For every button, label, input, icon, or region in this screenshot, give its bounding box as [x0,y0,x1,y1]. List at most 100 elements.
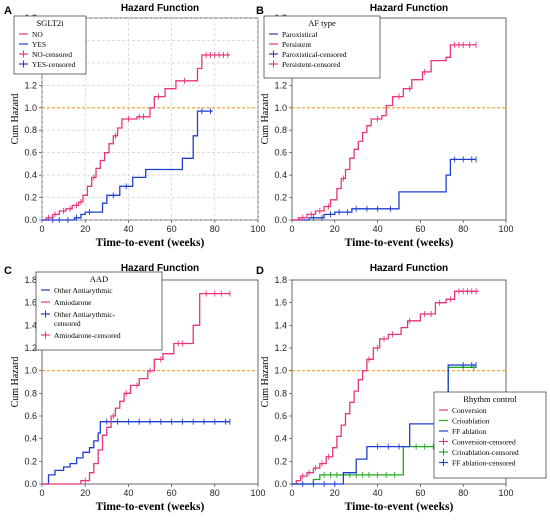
series-paroxistical [292,156,477,221]
legend-label: Conversion [452,406,487,415]
chart-title: Hazard Function [370,3,448,14]
x-tick-label: 40 [123,488,133,498]
legend-title: AAD [90,274,108,284]
panel-letter: A [4,5,12,17]
panel-letter: C [4,265,12,277]
legend-label: YES [32,40,46,49]
y-tick-label: 1.0 [274,103,287,113]
y-axis-label: Cum Hazard [10,357,21,408]
legend-label: NO-censored [32,50,72,59]
x-tick-label: 60 [415,488,425,498]
series-conversion [292,288,479,485]
x-tick-label: 20 [80,224,90,234]
legend-label: Paroxistical-censored [282,50,347,59]
y-tick-label: 0.4 [24,170,37,180]
x-tick-label: 100 [250,224,265,234]
y-tick-label: 0.8 [274,388,287,398]
y-tick-label: 0.6 [24,411,37,421]
y-tick-label: 1.6 [24,298,37,308]
y-tick-label: 0.6 [274,148,287,158]
legend-title: AF type [308,18,336,28]
x-tick-label: 80 [458,488,468,498]
y-tick-label: 0.6 [24,148,37,158]
panel-d: D Hazard Function 0.0 0.2 0.4 0.6 0.8 1.0 1.2 1.4… [256,263,547,513]
legend-box [263,15,381,79]
series-line [292,290,479,485]
x-tick-label: 20 [330,224,340,234]
series-line [292,158,476,221]
x-axis-label: Time-to-event (weeks) [96,237,205,249]
x-axis-label: Time-to-event (weeks) [345,501,454,513]
legend-label: YES-censored [32,60,76,69]
y-tick-label: 1.4 [274,320,287,330]
x-tick-label: 80 [458,224,468,234]
series-line [42,54,230,221]
series-line [42,421,230,485]
y-tick-label: 0.2 [274,456,287,466]
legend-label: Persistent [282,40,312,49]
x-tick-label: 60 [167,488,177,498]
y-tick-label: 0.4 [24,434,37,444]
legend-label: Conversion-censored [452,438,516,447]
y-tick-label: 1.0 [274,366,287,376]
x-tick-label: 0 [289,224,294,234]
y-tick-label: 1.0 [24,366,37,376]
legend-label: FF ablation [452,427,487,436]
x-tick-label: 80 [210,224,220,234]
legend-label: FF ablation-censored [452,459,516,468]
y-tick-label: 1.2 [24,80,37,90]
y-tick-label: 0.8 [24,388,37,398]
x-tick-label: 40 [373,488,383,498]
x-tick-label: 100 [498,488,513,498]
legend-label: Amiodarone [54,298,92,307]
y-tick-label: 0.2 [24,193,37,203]
x-tick-label: 20 [330,488,340,498]
panel-c: C Hazard Function 0.0 0.2 0.4 0.6 0.8 1.0 1.2 1.4… [4,263,266,513]
x-tick-label: 20 [80,488,90,498]
y-tick-label: 0.2 [24,456,37,466]
x-axis-label: Time-to-event (weeks) [96,501,205,513]
x-tick-label: 80 [210,488,220,498]
legend-label: NO [32,30,43,39]
legend-label: Crioablation [452,417,490,426]
x-tick-label: 40 [373,224,383,234]
chart-title: Hazard Function [121,263,199,274]
series-no [42,52,230,221]
legend-label: Other Antiarythmic [54,286,113,295]
y-tick-label: 0.6 [274,411,287,421]
y-tick-label: 1.4 [24,320,37,330]
series-persistent [292,41,477,221]
x-tick-label: 0 [39,488,44,498]
y-tick-label: 1.2 [274,343,287,353]
legend: AF type ParoxisticalPersistentParoxistica… [263,15,381,79]
series-other-antiarythmic [42,418,231,485]
legend: AAD Other Antiarythmic Amiodarone Other Ant… [35,271,163,351]
chart-title: Hazard Function [121,3,199,14]
y-axis-label: Cum Hazard [10,94,21,145]
x-tick-label: 0 [289,488,294,498]
y-tick-label: 1.6 [274,298,287,308]
y-tick-label: 1.2 [274,80,287,90]
y-tick-label: 1.0 [24,103,37,113]
y-tick-label: 0.4 [274,170,287,180]
y-tick-label: 1.2 [24,343,37,353]
series-yes [42,108,213,223]
x-axis-label: Time-to-event (weeks) [345,237,454,249]
legend-title: SGLT2i [36,18,64,28]
y-axis-label: Cum Hazard [260,357,271,408]
legend-label: Paroxistical [282,30,317,39]
legend-label: Amiodarone-censored [54,331,121,340]
y-tick-label: 0.0 [24,215,37,225]
y-tick-label: 0.2 [274,193,287,203]
legend-label-cont: censored [54,319,81,328]
series-line [42,110,213,221]
series-line [42,292,230,485]
legend-label: Persistent-censored [282,60,341,69]
x-tick-label: 0 [39,224,44,234]
panel-letter: D [256,265,264,277]
